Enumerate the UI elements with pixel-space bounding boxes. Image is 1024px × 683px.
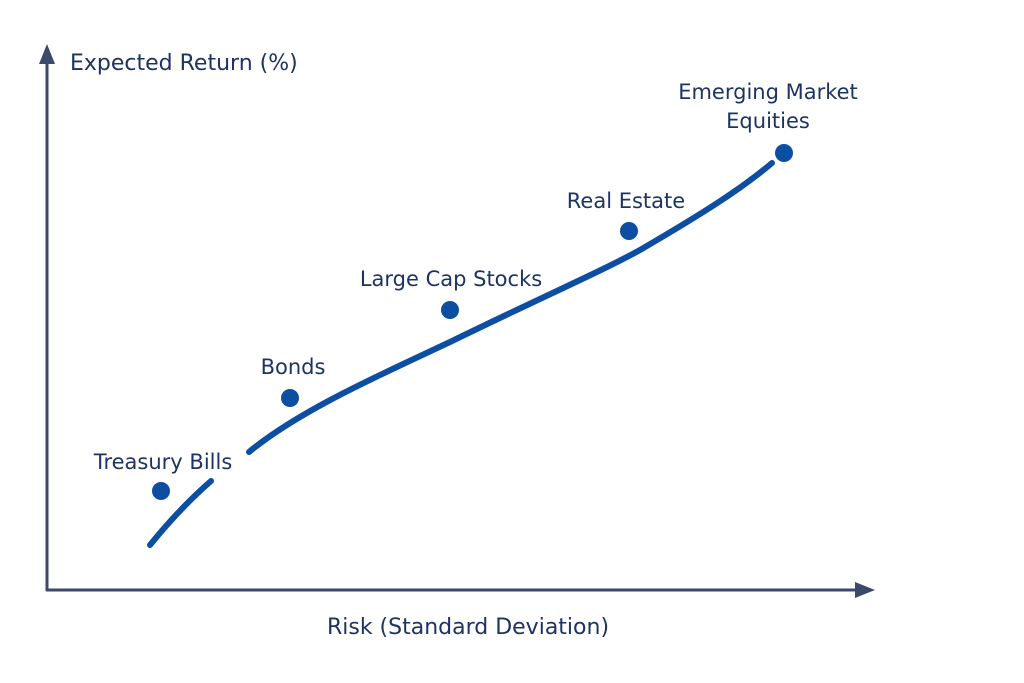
label-real-estate: Real Estate (567, 189, 685, 213)
axes (39, 44, 875, 598)
y-axis-arrow-icon (39, 44, 55, 64)
point-large-cap-stocks[interactable] (441, 301, 459, 319)
point-bonds[interactable] (281, 389, 299, 407)
point-emerging-market-equities[interactable] (775, 144, 793, 162)
trend-curve-segment-low (147, 478, 214, 548)
point-real-estate[interactable] (620, 222, 638, 240)
y-axis-title: Expected Return (%) (70, 51, 298, 76)
trend-curve (147, 160, 775, 548)
point-treasury-bills[interactable] (152, 482, 170, 500)
trend-curve-segment-main (246, 160, 775, 455)
label-bonds: Bonds (261, 355, 326, 379)
label-large-cap-stocks: Large Cap Stocks (360, 267, 542, 291)
data-points (152, 144, 793, 500)
x-axis-arrow-icon (855, 582, 875, 598)
label-treasury-bills: Treasury Bills (93, 450, 233, 474)
label-emerging-market-line2: Equities (726, 109, 810, 133)
x-axis-title: Risk (Standard Deviation) (327, 615, 609, 640)
label-emerging-market-line1: Emerging Market (678, 80, 858, 104)
